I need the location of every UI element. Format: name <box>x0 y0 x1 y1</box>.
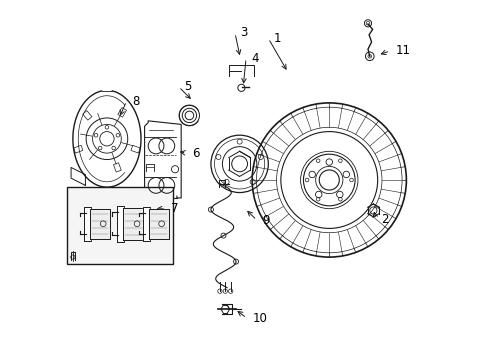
Polygon shape <box>90 208 110 239</box>
Text: 3: 3 <box>240 27 248 40</box>
Text: 9: 9 <box>262 214 270 227</box>
Bar <box>114 163 121 172</box>
Text: 6: 6 <box>192 147 199 159</box>
Text: 10: 10 <box>252 311 267 325</box>
Bar <box>131 145 140 153</box>
Text: 5: 5 <box>184 80 192 93</box>
Text: 1: 1 <box>274 32 281 45</box>
Text: 2: 2 <box>381 213 389 226</box>
Polygon shape <box>123 208 145 240</box>
Text: 4: 4 <box>251 51 259 64</box>
Polygon shape <box>84 207 91 240</box>
Text: 8: 8 <box>132 95 140 108</box>
Bar <box>68 187 173 264</box>
Text: 11: 11 <box>395 44 411 57</box>
Polygon shape <box>149 208 169 239</box>
Bar <box>118 108 126 117</box>
Polygon shape <box>117 206 124 242</box>
Polygon shape <box>143 207 150 240</box>
Text: 7: 7 <box>172 202 179 215</box>
Bar <box>83 111 92 120</box>
Bar <box>74 145 83 153</box>
